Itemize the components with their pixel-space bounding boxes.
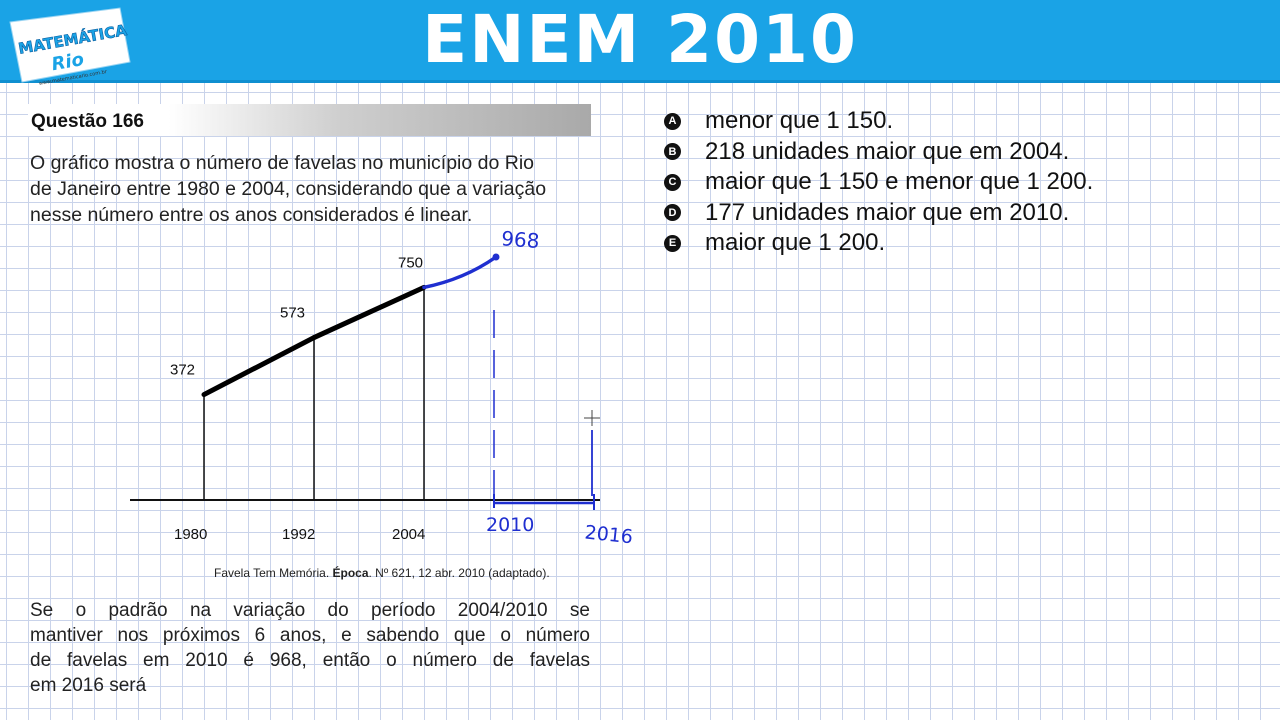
option-text-d: 177 unidades maior que em 2010. (705, 198, 1070, 226)
option-letter-a: A (664, 112, 681, 130)
intro-line: O gráfico mostra o número de favelas no … (30, 152, 535, 174)
option-text-b: 218 unidades maior que em 2004. (705, 137, 1070, 165)
matematica-logo: MATEMÁTICA Rio www.matematicario.com.br (9, 7, 131, 86)
handwritten-tick-label: 2010 (486, 514, 534, 536)
source-prefix: Favela Tem Memória. (214, 566, 333, 580)
handwritten-value-label: 968 (500, 226, 540, 253)
crosshair-cursor-icon (584, 410, 600, 426)
question-header: Questão 166 (28, 104, 591, 136)
chart-source: Favela Tem Memória. Época. Nº 621, 12 ab… (214, 566, 550, 580)
statement-line: mantiver nos próximos 6 anos, e sabendo … (30, 625, 590, 646)
intro-line: nesse número entre os anos considerados … (30, 204, 473, 226)
x-tick-label: 2004 (392, 526, 425, 543)
question-number: Questão 166 (31, 111, 144, 132)
data-value-label: 573 (280, 305, 305, 322)
data-segment (311, 284, 427, 341)
source-suffix: . Nº 621, 12 abr. 2010 (adaptado). (368, 566, 550, 580)
option-e[interactable]: E maior que 1 200. (664, 228, 1184, 259)
statement-line: Se o padrão na variação do período 2004/… (30, 600, 590, 621)
option-letter-b: B (664, 143, 681, 161)
statement-line: em 2016 será (30, 675, 147, 696)
page-title: ENEM 2010 (422, 1, 858, 78)
option-text-c: maior que 1 150 e menor que 1 200. (705, 168, 1094, 196)
header-bar: MATEMÁTICA Rio www.matematicario.com.br … (0, 0, 1280, 86)
answer-options: A menor que 1 150. B 218 unidades maior … (664, 106, 1184, 259)
source-magazine: Época (332, 566, 369, 580)
statement-line: de favelas em 2010 é 968, então o número… (30, 650, 590, 671)
intro-line: de Janeiro entre 1980 e 2004, consideran… (30, 178, 547, 200)
handwritten-tick-label: 2016 (584, 521, 634, 548)
option-d[interactable]: D 177 unidades maior que em 2010. (664, 198, 1184, 229)
x-tick-label: 1980 (174, 526, 207, 543)
option-c[interactable]: C maior que 1 150 e menor que 1 200. (664, 167, 1184, 198)
x-tick-label: 1992 (282, 526, 315, 543)
data-value-label: 750 (398, 254, 423, 271)
option-letter-d: D (664, 204, 681, 222)
extrapolation-segment (422, 255, 498, 290)
data-value-label: 372 (170, 362, 195, 379)
option-b[interactable]: B 218 unidades maior que em 2004. (664, 137, 1184, 168)
question-statement: Se o padrão na variação do período 2004/… (30, 598, 590, 698)
option-text-e: maior que 1 200. (705, 229, 886, 257)
option-letter-c: C (664, 173, 681, 191)
data-segment (201, 335, 317, 398)
extrapolation-point (492, 253, 500, 261)
option-text-a: menor que 1 150. (705, 107, 894, 135)
favelas-chart: 372 573 750 1980 1992 2004 968 2010 2016 (130, 226, 634, 548)
question-intro: O gráfico mostra o número de favelas no … (30, 150, 595, 228)
option-a[interactable]: A menor que 1 150. (664, 106, 1184, 137)
option-letter-e: E (664, 234, 681, 252)
